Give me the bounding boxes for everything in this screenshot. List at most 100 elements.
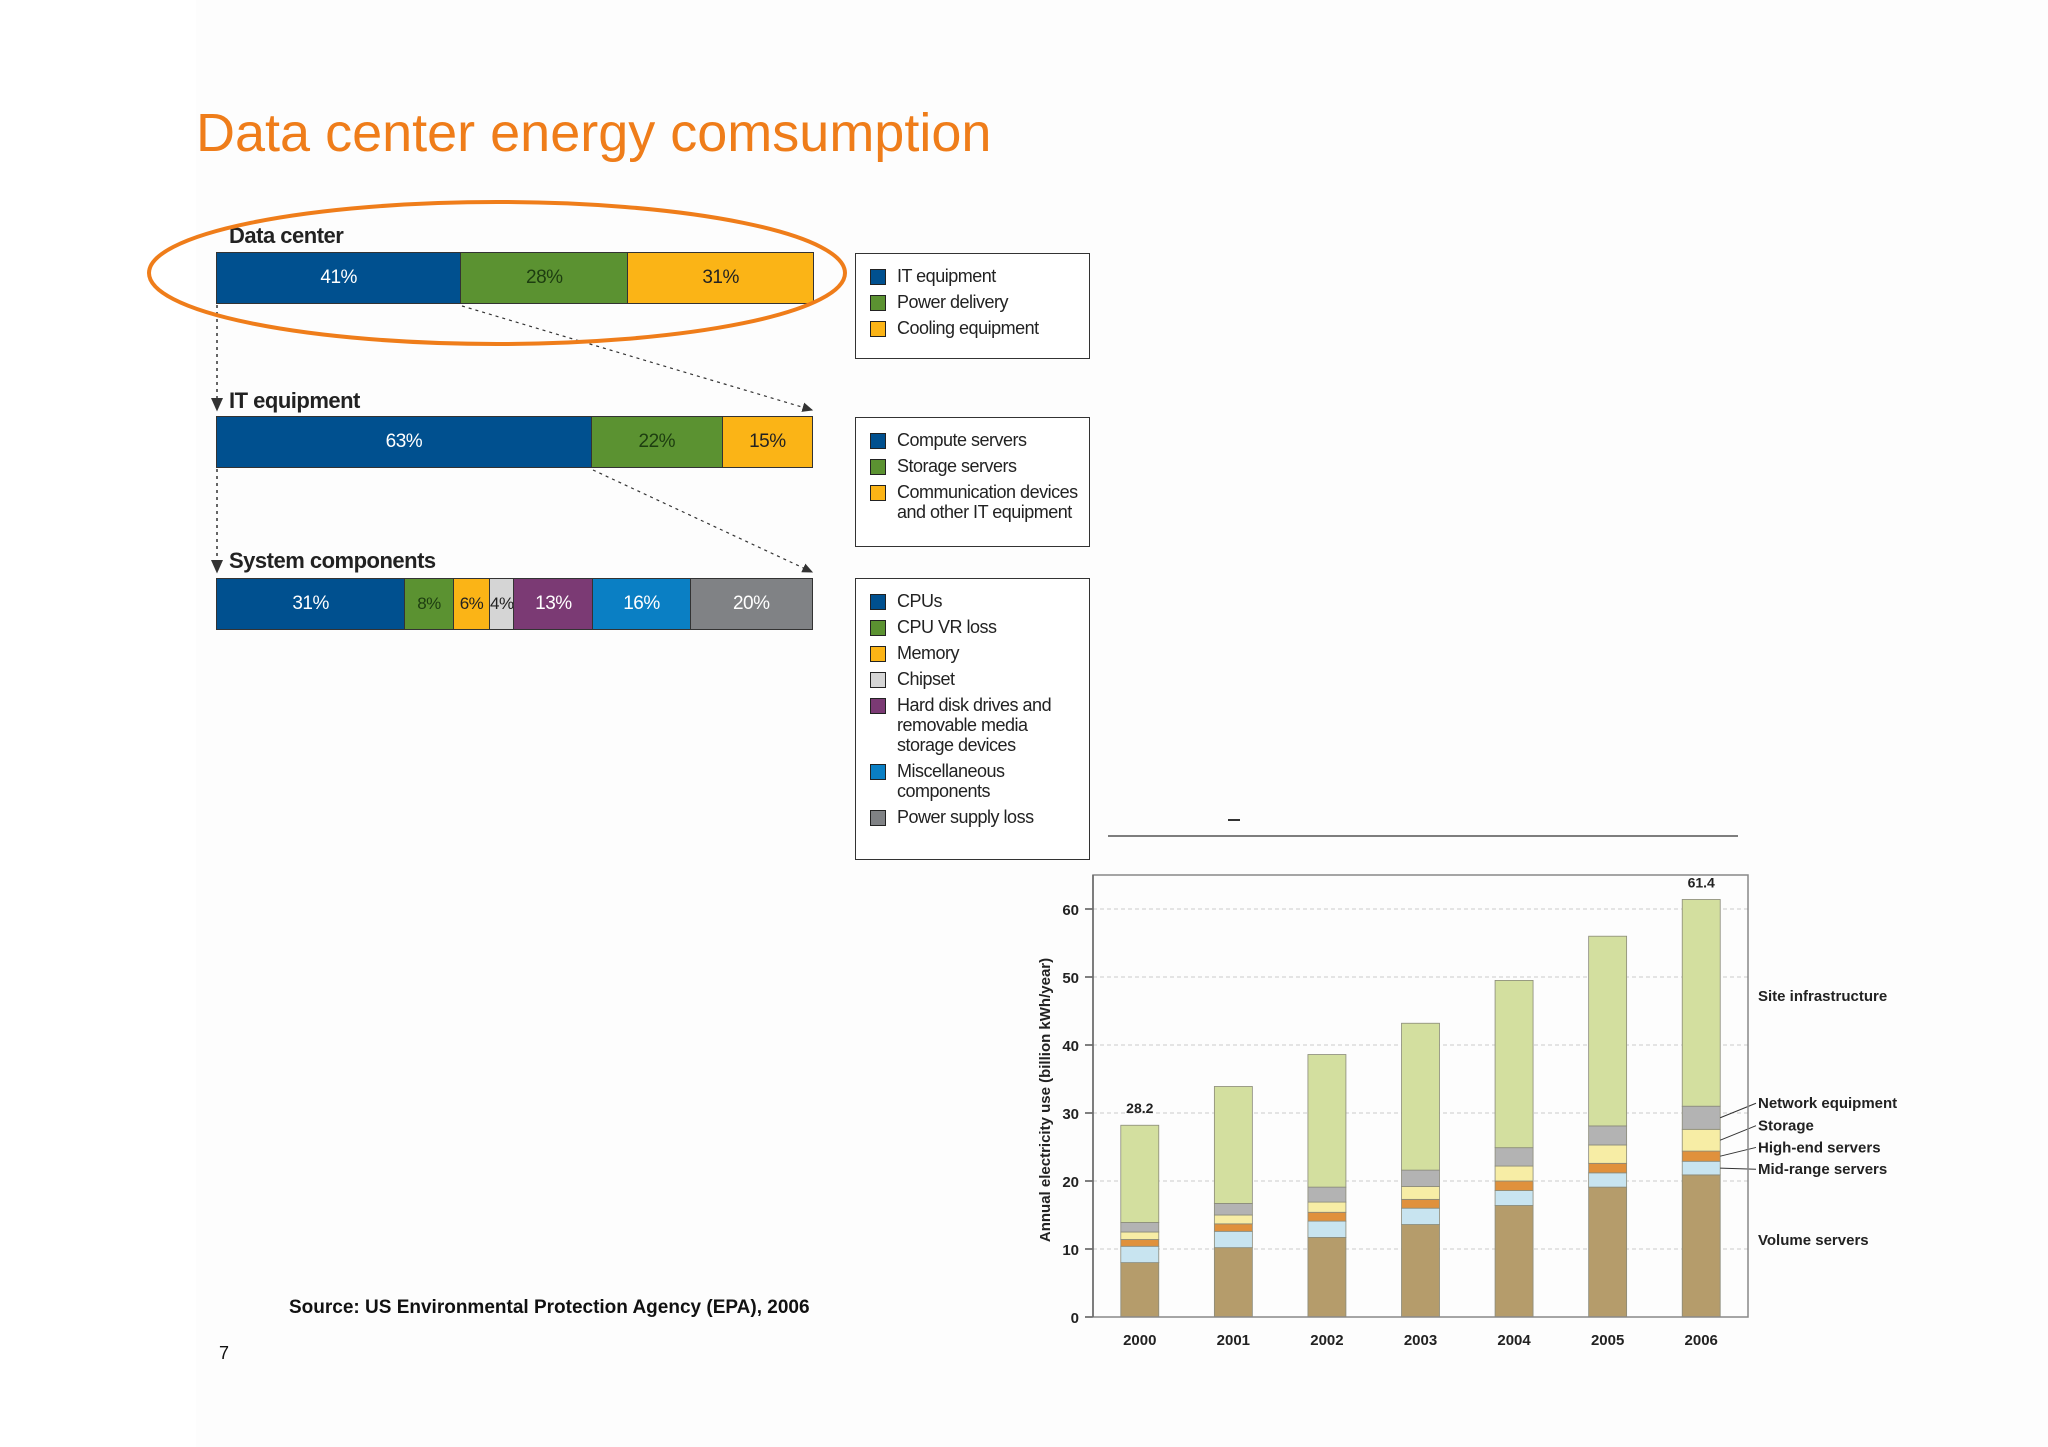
bar-high-end-servers-2006 xyxy=(1681,1150,1721,1162)
x-tick-label: 2002 xyxy=(1310,1332,1343,1349)
series-label-mid-range-servers: Mid-range servers xyxy=(1758,1161,1887,1178)
bar-volume-servers-2004 xyxy=(1494,1205,1534,1318)
legend-label: Communication devices and other IT equip… xyxy=(897,482,1078,522)
segment-system-components-5: 16% xyxy=(593,579,691,629)
y-tick-label: 60 xyxy=(1062,902,1079,919)
legend-item-hard-disk-drives-and-removable-media-storage-devices: Hard disk drives and removable media sto… xyxy=(870,695,1079,755)
bar-storage-2006 xyxy=(1681,1128,1721,1152)
bar-volume-servers-2000 xyxy=(1120,1262,1160,1318)
legend-item-communication-devices-and-other-it-equipment: Communication devices and other IT equip… xyxy=(870,482,1079,522)
series-pointer xyxy=(1720,1167,1757,1170)
bar-storage-2000 xyxy=(1120,1231,1160,1240)
bar-mid-range-servers-2006 xyxy=(1681,1160,1721,1176)
bar-high-end-servers-2005 xyxy=(1588,1162,1628,1174)
bar-storage-2005 xyxy=(1588,1144,1628,1164)
bar-site-infrastructure-2001 xyxy=(1213,1086,1253,1204)
legend-item-memory: Memory xyxy=(870,643,1079,663)
system-components-breakdown-bar: 31% 8% 6% 4% 13% 16% 20% xyxy=(216,578,813,630)
legend-label: Storage servers xyxy=(897,456,1017,476)
bar-mid-range-servers-2005 xyxy=(1588,1172,1628,1188)
bar-network-equipment-2005 xyxy=(1588,1125,1628,1146)
legend-label: Hard disk drives and removable media sto… xyxy=(897,695,1052,755)
legend-swatch xyxy=(870,620,886,636)
it-equipment-breakdown-bar: 63% 22% 15% xyxy=(216,416,813,468)
page-number: 7 xyxy=(219,1343,230,1363)
y-tick-label: 30 xyxy=(1062,1106,1079,1123)
bar-network-equipment-2006 xyxy=(1681,1105,1721,1130)
legend-swatch xyxy=(870,269,886,285)
slide-title: Data center energy comsumption xyxy=(196,103,992,163)
x-tick-label: 2000 xyxy=(1123,1332,1156,1349)
segment-data-center-1: 28% xyxy=(461,253,629,303)
bar-network-equipment-2003 xyxy=(1401,1169,1440,1187)
legend-label: Memory xyxy=(897,643,960,663)
legend-item-cooling-equipment: Cooling equipment xyxy=(870,318,1079,338)
legend-label: CPU VR loss xyxy=(897,617,997,637)
data-center-label: Data center xyxy=(229,223,344,248)
bar-storage-2002 xyxy=(1307,1201,1347,1213)
y-tick-label: 0 xyxy=(1071,1310,1079,1327)
legend-label: Compute servers xyxy=(897,430,1027,450)
series-pointer xyxy=(1720,1102,1757,1119)
electricity-use-chart: 0 10 20 30 40 50 60 2000 2001 2002 2003 2004 2005 20… xyxy=(1037,874,1897,1349)
data-center-legend: IT equipment Power delivery Cooling equipm… xyxy=(855,253,1090,359)
segment-system-components-6: 20% xyxy=(690,579,812,629)
legend-item-it-equipment: IT equipment xyxy=(870,266,1079,286)
bar-site-infrastructure-2000 xyxy=(1120,1124,1160,1223)
bar-high-end-servers-2001 xyxy=(1213,1223,1253,1232)
legend-label: Power supply loss xyxy=(897,807,1034,827)
legend-swatch xyxy=(870,594,886,610)
bar-site-infrastructure-2002 xyxy=(1307,1054,1347,1188)
legend-label: Cooling equipment xyxy=(897,318,1039,338)
drilldown-arrow-right-2 xyxy=(592,469,814,573)
legend-swatch xyxy=(870,646,886,662)
legend-item-chipset: Chipset xyxy=(870,669,1079,689)
bar-volume-servers-2006 xyxy=(1681,1174,1721,1318)
segment-it-equipment-0: 63% xyxy=(217,417,592,467)
bar-mid-range-servers-2003 xyxy=(1401,1207,1440,1225)
legend-item-power-delivery: Power delivery xyxy=(870,292,1079,312)
total-label-2000: 28.2 xyxy=(1126,1100,1153,1116)
segment-system-components-0: 31% xyxy=(217,579,406,629)
legend-item-cpu-vr-loss: CPU VR loss xyxy=(870,617,1079,637)
legend-swatch xyxy=(870,698,886,714)
series-label-high-end-servers: High-end servers xyxy=(1758,1139,1881,1156)
it-equipment-label: IT equipment xyxy=(229,388,360,413)
legend-item-power-supply-loss: Power supply loss xyxy=(870,807,1079,827)
segment-it-equipment-1: 22% xyxy=(591,417,723,467)
bar-storage-2003 xyxy=(1401,1186,1440,1200)
bar-mid-range-servers-2001 xyxy=(1213,1230,1253,1249)
x-tick-label: 2005 xyxy=(1591,1332,1624,1349)
segment-it-equipment-2: 15% xyxy=(722,417,812,467)
bar-site-infrastructure-2004 xyxy=(1494,979,1534,1149)
highlight-ellipse xyxy=(147,200,847,346)
y-tick-label: 50 xyxy=(1062,970,1079,987)
legend-swatch xyxy=(870,764,886,780)
bar-mid-range-servers-2004 xyxy=(1494,1190,1534,1206)
system-components-legend: CPUs CPU VR loss Memory Chipset Hard disk dr… xyxy=(855,578,1090,860)
total-label-2006: 61.4 xyxy=(1688,874,1715,890)
segment-system-components-2: 6% xyxy=(453,579,491,629)
y-tick-label: 10 xyxy=(1062,1242,1079,1259)
bar-volume-servers-2001 xyxy=(1213,1247,1253,1318)
bar-high-end-servers-2003 xyxy=(1401,1198,1440,1209)
bar-site-infrastructure-2003 xyxy=(1401,1022,1440,1171)
legend-item-miscellaneous-components: Miscellaneous components xyxy=(870,761,1079,801)
bar-volume-servers-2002 xyxy=(1307,1237,1347,1318)
segment-system-components-3: 4% xyxy=(490,579,515,629)
x-tick-label: 2006 xyxy=(1685,1332,1718,1349)
bar-network-equipment-2000 xyxy=(1120,1222,1160,1233)
bar-network-equipment-2001 xyxy=(1213,1203,1253,1216)
legend-swatch xyxy=(870,433,886,449)
legend-item-compute-servers: Compute servers xyxy=(870,430,1079,450)
legend-swatch xyxy=(870,321,886,337)
data-center-breakdown-bar: 41% 28% 31% xyxy=(216,252,814,304)
legend-label: CPUs xyxy=(897,591,943,611)
x-tick-label: 2001 xyxy=(1217,1332,1250,1349)
source-note: Source: US Environmental Protection Agen… xyxy=(289,1297,810,1318)
series-pointer xyxy=(1720,1146,1757,1157)
x-tick-label: 2003 xyxy=(1404,1332,1437,1349)
series-label-volume-servers: Volume servers xyxy=(1758,1232,1869,1249)
bar-network-equipment-2002 xyxy=(1307,1186,1347,1203)
bar-mid-range-servers-2000 xyxy=(1120,1245,1160,1263)
